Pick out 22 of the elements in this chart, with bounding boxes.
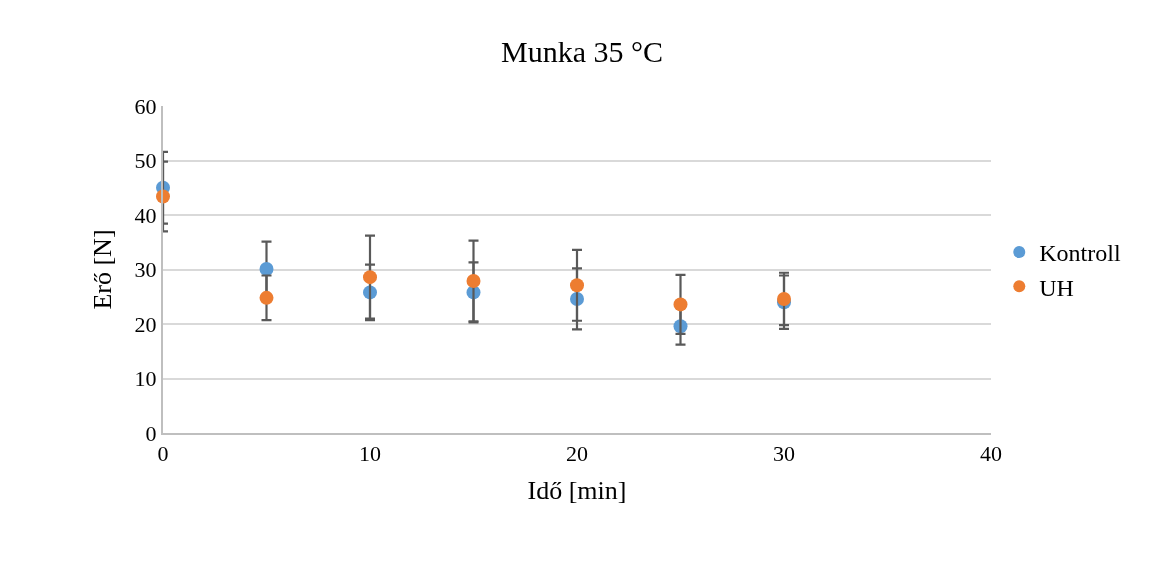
- point: [570, 278, 584, 293]
- y-axis-title: Erő [N]: [88, 229, 118, 310]
- x-axis-title: Idő [min]: [527, 475, 627, 505]
- y-tick-label: 50: [134, 148, 157, 174]
- legend-label: UH: [1039, 274, 1074, 301]
- chart-title: Munka 35 °C: [501, 35, 663, 69]
- y-tick-label: 60: [134, 93, 157, 119]
- y-tick-label: 30: [134, 257, 157, 283]
- y-tick-label: 20: [134, 311, 157, 337]
- point: [673, 297, 688, 312]
- point: [466, 273, 481, 288]
- y-tick-label: 10: [134, 366, 157, 392]
- point: [259, 290, 274, 305]
- y-tick-label: 40: [134, 202, 157, 228]
- x-tick-label: 20: [566, 441, 588, 467]
- x-tick-label: 40: [980, 441, 1002, 467]
- y-tick-label: 0: [145, 420, 157, 446]
- x-tick-label: 10: [359, 441, 381, 467]
- legend-label: Kontroll: [1039, 240, 1121, 267]
- x-tick-label: 30: [773, 441, 795, 467]
- point: [777, 291, 791, 306]
- point: [363, 270, 377, 285]
